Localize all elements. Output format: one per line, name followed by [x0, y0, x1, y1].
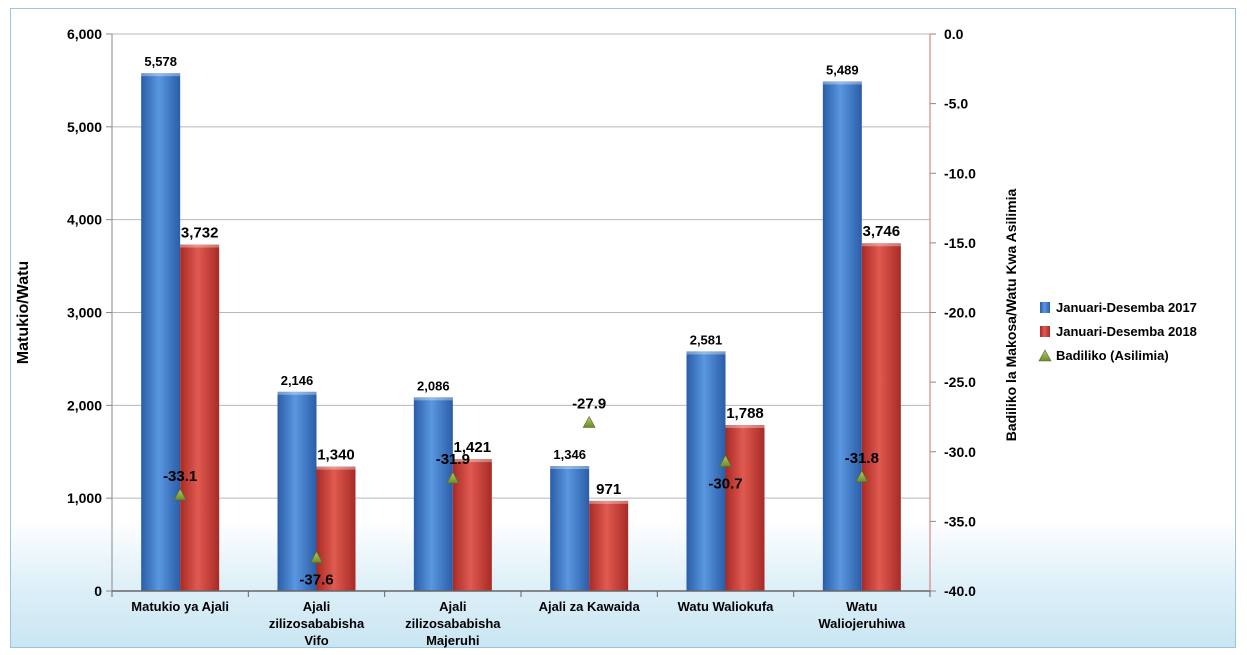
category-label: Ajali za Kawaida: [539, 599, 641, 614]
bar-highlight: [413, 397, 453, 401]
change-marker: [446, 471, 460, 484]
change-marker: [309, 550, 324, 563]
y-tick-label: 2,000: [67, 397, 102, 413]
bar-highlight: [550, 466, 590, 470]
change-points: -33.1 -37.6 -31.9 -27.9 -30.7 -31.8: [163, 396, 879, 589]
bar-value-label: 1,421: [454, 439, 492, 456]
bar-highlight: [180, 244, 220, 248]
legend: Januari-Desemba 2017 Januari-Desemba 2018…: [1038, 300, 1197, 363]
y2-tick-label: 0.0: [944, 26, 964, 42]
bar-2018: [589, 500, 629, 591]
y-tick-label: 3,000: [67, 305, 102, 321]
bar-2018: [452, 459, 492, 591]
bar-value-label: 5,489: [826, 62, 859, 77]
bar-highlight: [277, 391, 317, 395]
category-label: Matukio ya Ajali: [131, 599, 229, 614]
y2-tick-label: -30.0: [944, 444, 976, 460]
bar-value-label: 2,581: [690, 332, 723, 347]
change-value-label: -31.9: [436, 451, 470, 468]
bar-value-label: 1,340: [317, 447, 355, 464]
bar-2017: [277, 391, 317, 591]
legend-label: Januari-Desemba 2018: [1056, 324, 1197, 339]
category-label: Watu Waliokufa: [678, 599, 775, 614]
bar-2018: [861, 243, 901, 591]
bar-2018: [180, 244, 220, 591]
bar-value-label: 3,746: [863, 223, 901, 240]
y-tick-label: 0: [94, 583, 102, 599]
bars: [141, 73, 901, 592]
bar-value-label: 2,146: [281, 373, 314, 388]
change-value-label: -33.1: [163, 468, 197, 485]
change-value-label: -31.8: [845, 450, 879, 467]
y-tick-label: 1,000: [67, 490, 102, 506]
y2-tick-label: -15.0: [944, 235, 976, 251]
category-label: Ajali zilizosababisha Majeruhi: [405, 599, 501, 648]
change-value-label: -37.6: [299, 572, 333, 589]
y2-tick-label: -25.0: [944, 374, 976, 390]
change-value-label: -27.9: [572, 396, 606, 413]
category-label: Ajali zilizosababisha Vifo: [269, 599, 365, 648]
y2-tick-label: -35.0: [944, 513, 976, 529]
change-marker: [582, 415, 596, 428]
bar-2018: [725, 425, 765, 591]
y-tick-label: 4,000: [67, 212, 102, 228]
change-value-label: -30.7: [708, 475, 742, 492]
legend-label: Badiliko (Asilimia): [1056, 348, 1169, 363]
bar-2017: [413, 397, 453, 591]
y2-tick-label: -10.0: [944, 165, 976, 181]
bar-highlight: [316, 466, 356, 470]
axes: 0 1,000 2,000 3,000 4,000 5,000 6,000 0.0 -5.0 -1…: [15, 26, 1019, 648]
y2-tick-label: -5.0: [944, 96, 968, 112]
y2-axis-title: Badiliko la Makosa/Watu Kwa Asilimia: [1003, 188, 1019, 441]
bar-value-label: 3,732: [181, 225, 219, 242]
bar-value-label: 5,578: [144, 54, 177, 69]
bar-value-label: 1,346: [553, 447, 586, 462]
bar-value-label: 1,788: [726, 405, 764, 422]
bar-2017: [686, 351, 726, 591]
bar-2017: [141, 73, 181, 592]
legend-label: Januari-Desemba 2017: [1056, 300, 1197, 315]
change-marker: [855, 470, 869, 483]
bar-highlight: [589, 500, 629, 504]
gridlines: [112, 33, 930, 499]
bar-highlight: [725, 425, 765, 429]
y-tick-label: 5,000: [67, 119, 102, 135]
change-marker: [173, 488, 187, 501]
bar-highlight: [822, 81, 862, 85]
bar-2017: [550, 466, 590, 591]
bar-2017: [822, 81, 862, 591]
bar-highlight: [861, 243, 901, 247]
y-tick-label: 6,000: [67, 26, 102, 42]
bar-2018: [316, 466, 356, 591]
bar-value-label: 971: [596, 481, 621, 498]
data-labels: 5,578 3,732 2,146 1,340 2,086 1,421 1,346 971 2,…: [144, 54, 900, 498]
legend-marker: [1040, 302, 1050, 313]
y-axis-title: Matukio/Watu: [15, 261, 32, 364]
legend-marker: [1038, 349, 1052, 362]
bar-value-label: 2,086: [417, 378, 450, 393]
bar-highlight: [141, 73, 181, 77]
bar-highlight: [686, 351, 726, 355]
legend-marker: [1040, 326, 1050, 337]
category-label: Watu Waliojeruhiwa: [818, 599, 906, 631]
bar-highlight: [452, 459, 492, 463]
y2-tick-label: -40.0: [944, 583, 976, 599]
y2-tick-label: -20.0: [944, 305, 976, 321]
change-marker: [718, 454, 733, 467]
